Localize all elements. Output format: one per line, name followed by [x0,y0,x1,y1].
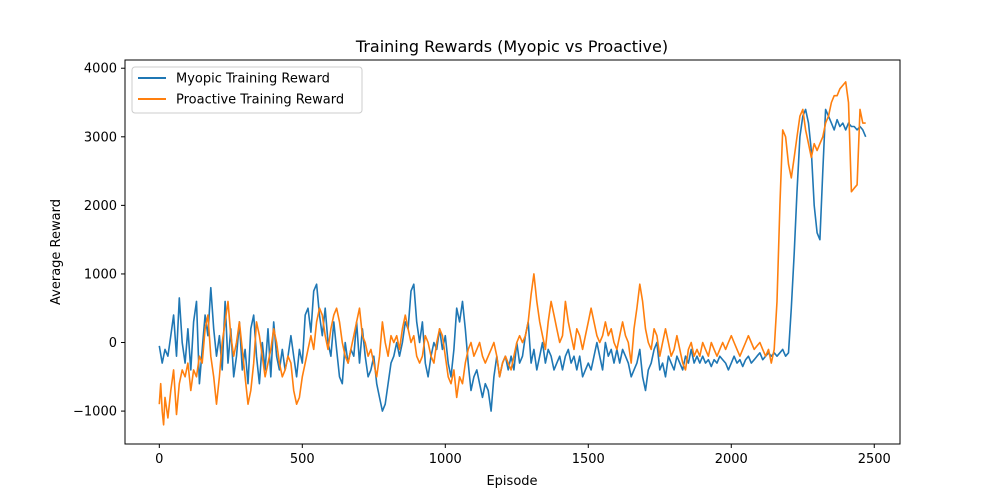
y-tick-label: −1000 [73,405,117,420]
x-axis-label: Episode [486,474,537,489]
x-tick-label: 2000 [715,452,748,467]
legend-label: Myopic Training Reward [176,72,330,87]
y-tick-label: 1000 [84,267,117,282]
x-axis: 0 500 1000 1500 2000 2500 [155,444,891,467]
y-tick-label: 2000 [84,199,117,214]
legend: Myopic Training Reward Proactive Training… [131,66,363,114]
x-tick-label: 500 [290,452,315,467]
x-tick-label: 1500 [572,452,605,467]
y-tick-label: 3000 [84,130,117,145]
series-layer [158,81,867,426]
chart-title: Training Rewards (Myopic vs Proactive) [355,37,668,56]
y-tick-label: 0 [109,336,117,351]
x-tick-label: 2500 [858,452,891,467]
y-tick-label: 4000 [84,62,117,77]
legend-label: Proactive Training Reward [176,93,344,108]
x-tick-label: 0 [155,452,163,467]
series-line-proactive [158,81,866,426]
plot-frame [124,59,901,445]
legend-box [131,66,363,114]
x-tick-label: 1000 [429,452,462,467]
y-axis: −1000 0 1000 2000 3000 4000 [73,62,125,420]
y-axis-label: Average Reward [49,199,64,305]
